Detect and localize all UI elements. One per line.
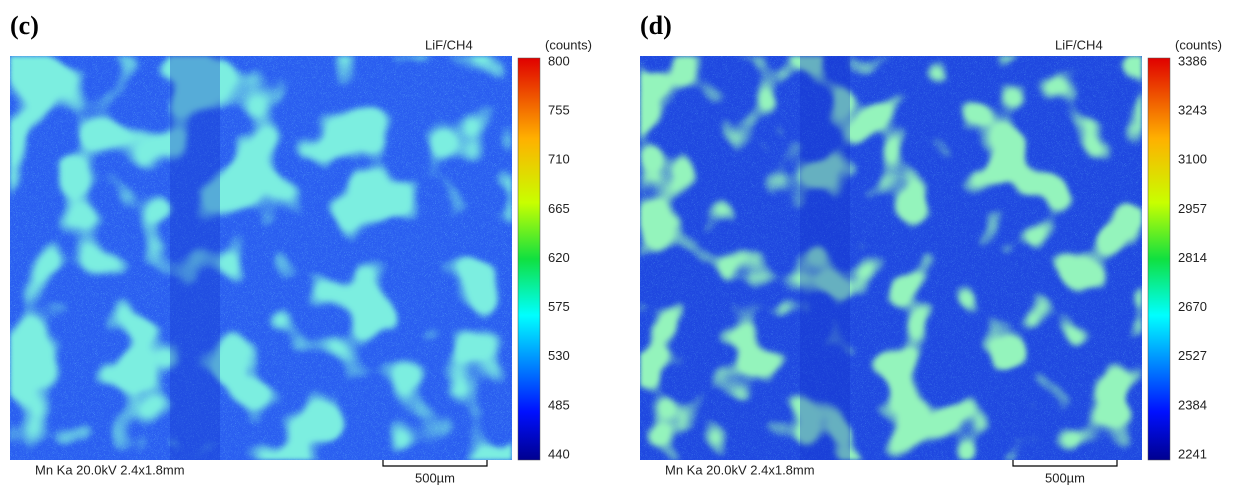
scale-bar xyxy=(382,460,488,467)
scale-bar-label: 500µm xyxy=(1045,470,1085,485)
colorbar-tick-label: 530 xyxy=(548,348,570,363)
element-map xyxy=(10,56,512,460)
panel-label: (c) xyxy=(10,11,39,40)
colorbar-tick-label: 2814 xyxy=(1178,250,1207,265)
scale-bar xyxy=(1012,460,1118,467)
colorbar-tick-label: 2957 xyxy=(1178,201,1207,216)
colorbar-tick-label: 3243 xyxy=(1178,103,1207,118)
colorbar-tick-label: 2527 xyxy=(1178,348,1207,363)
panel-label: (d) xyxy=(640,11,672,40)
colorbar-tick-label: 665 xyxy=(548,201,570,216)
colorbar-tick-label: 710 xyxy=(548,152,570,167)
filter-label: LiF/CH4 xyxy=(1055,37,1103,52)
filter-label: LiF/CH4 xyxy=(425,37,473,52)
unit-label: (counts) xyxy=(545,37,592,52)
unit-label: (counts) xyxy=(1175,37,1222,52)
colorbar-tick-label: 485 xyxy=(548,397,570,412)
acquisition-info: Mn Ka 20.0kV 2.4x1.8mm xyxy=(35,462,185,477)
colorbar-tick-label: 620 xyxy=(548,250,570,265)
colorbar-tick-label: 800 xyxy=(548,53,570,68)
colorbar xyxy=(1147,57,1171,461)
panel: (c) LiF/CH4 (counts)800 755 710 665 620 575 530 4… xyxy=(10,11,592,485)
scale-bar-label: 500µm xyxy=(415,470,455,485)
colorbar-tick-label: 575 xyxy=(548,299,570,314)
colorbar-tick-label: 755 xyxy=(548,103,570,118)
colorbar-tick-label: 2670 xyxy=(1178,299,1207,314)
colorbar-tick-label: 3100 xyxy=(1178,152,1207,167)
acquisition-info: Mn Ka 20.0kV 2.4x1.8mm xyxy=(665,462,815,477)
colorbar xyxy=(517,57,541,461)
panel: (d) LiF/CH4 (counts)3386 3243 3100 2957 2814 26… xyxy=(640,11,1222,485)
colorbar-tick-label: 440 xyxy=(548,446,570,461)
colorbar-tick-label: 2384 xyxy=(1178,397,1207,412)
element-map xyxy=(640,56,1142,460)
colorbar-tick-label: 3386 xyxy=(1178,53,1207,68)
colorbar-tick-label: 2241 xyxy=(1178,446,1207,461)
